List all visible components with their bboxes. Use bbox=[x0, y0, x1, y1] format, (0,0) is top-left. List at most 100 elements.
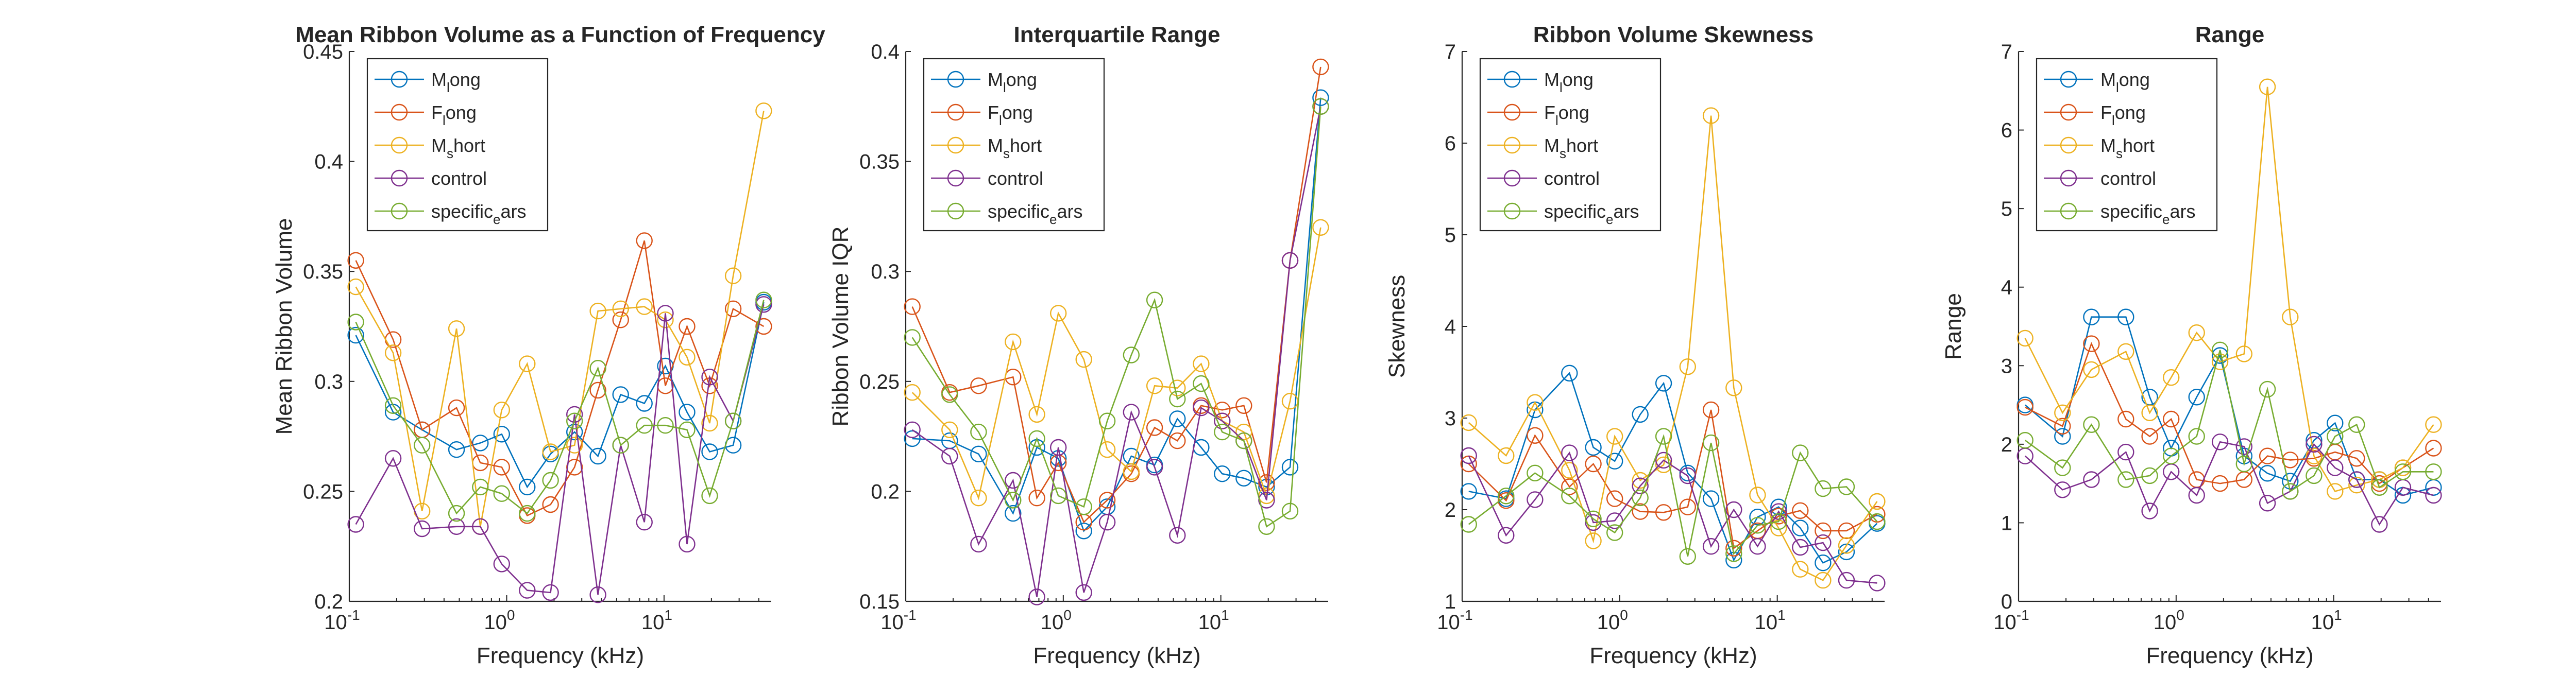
legend-entry-1: Mlong bbox=[988, 69, 1037, 95]
data-point bbox=[1169, 390, 1186, 408]
chart-panel-2: Interquartile Range 0.15 0.2 0.25 0.3 0.35 0.4… bbox=[828, 22, 1329, 668]
data-point bbox=[493, 459, 510, 476]
series-M_short bbox=[1460, 107, 1886, 589]
data-point bbox=[1193, 375, 1210, 392]
data-point bbox=[1792, 539, 1809, 556]
data-point bbox=[1561, 365, 1578, 382]
legend-text-base: specific bbox=[2100, 201, 2162, 222]
legend-marker bbox=[2060, 71, 2077, 88]
data-point bbox=[2282, 483, 2299, 500]
data-point bbox=[2259, 465, 2276, 482]
data-point bbox=[2016, 398, 2033, 416]
data-point bbox=[542, 496, 559, 513]
x-tick-exponent: 0 bbox=[1620, 607, 1628, 623]
y-tick-label: 0.3 bbox=[871, 261, 900, 283]
data-point bbox=[1258, 518, 1275, 535]
data-point bbox=[679, 535, 696, 553]
data-point bbox=[612, 311, 629, 328]
data-point bbox=[1725, 540, 1742, 557]
data-point bbox=[1702, 434, 1720, 452]
data-point bbox=[2054, 418, 2071, 435]
data-point bbox=[1561, 478, 1578, 495]
data-point bbox=[1679, 498, 1697, 515]
data-point bbox=[1146, 459, 1163, 476]
data-point bbox=[2394, 459, 2412, 476]
y-tick-label: 0.15 bbox=[859, 591, 900, 613]
x-axis-label: Frequency (kHz) bbox=[477, 643, 644, 668]
data-point bbox=[636, 395, 653, 412]
data-point bbox=[1258, 492, 1275, 509]
data-point bbox=[2259, 495, 2276, 512]
data-point bbox=[472, 518, 489, 535]
x-tick-label: 10-1 bbox=[324, 607, 360, 634]
data-point bbox=[2117, 410, 2134, 428]
x-axis-label: Frequency (kHz) bbox=[1033, 643, 1200, 668]
data-point bbox=[1702, 401, 1720, 419]
data-point bbox=[542, 443, 559, 460]
legend-marker bbox=[391, 71, 408, 88]
data-point bbox=[970, 445, 987, 462]
series-line bbox=[911, 227, 1321, 500]
data-point bbox=[542, 584, 559, 601]
legend-marker bbox=[2060, 103, 2077, 121]
data-point bbox=[1235, 397, 1252, 414]
data-point bbox=[2306, 467, 2323, 484]
data-point bbox=[970, 535, 987, 553]
data-point bbox=[1123, 346, 1140, 363]
legend-text-rest: ong bbox=[1006, 69, 1037, 90]
data-point bbox=[2054, 428, 2071, 445]
x-tick-base: 10 bbox=[1597, 611, 1620, 634]
data-point bbox=[1606, 453, 1623, 470]
data-point bbox=[1749, 538, 1766, 555]
data-point bbox=[2163, 369, 2180, 386]
legend-entry-4: control bbox=[2100, 168, 2156, 189]
data-point bbox=[2188, 428, 2205, 445]
data-point bbox=[1049, 487, 1067, 505]
data-point bbox=[493, 556, 510, 573]
y-tick-label: 7 bbox=[2001, 41, 2012, 63]
data-point bbox=[1098, 514, 1116, 531]
data-point bbox=[1838, 537, 1855, 554]
legend-text-rest: ars bbox=[1614, 201, 1639, 222]
data-point bbox=[1214, 402, 1231, 419]
legend-entry-5: specificears bbox=[988, 201, 1083, 227]
data-point bbox=[2211, 475, 2229, 492]
data-point bbox=[2054, 404, 2071, 421]
series-line bbox=[355, 240, 765, 517]
data-point bbox=[724, 412, 742, 429]
x-tick-exponent: 1 bbox=[664, 607, 672, 623]
legend-text-base: M bbox=[988, 69, 1003, 90]
data-point bbox=[1792, 519, 1809, 536]
legend-entry-3: Mshort bbox=[1544, 135, 1598, 161]
data-point bbox=[2235, 345, 2252, 362]
series-line bbox=[911, 106, 1321, 597]
data-point bbox=[1005, 492, 1022, 509]
data-point bbox=[1869, 513, 1886, 530]
legend-text-base: control bbox=[431, 168, 487, 189]
data-point bbox=[448, 399, 465, 417]
data-point bbox=[1702, 538, 1720, 555]
x-tick-base: 10 bbox=[2154, 611, 2177, 634]
legend-entry-2: Flong bbox=[1544, 102, 1589, 128]
data-point bbox=[566, 423, 583, 441]
x-tick-label: 100 bbox=[1041, 607, 1072, 634]
data-point bbox=[414, 520, 431, 538]
data-point bbox=[2259, 78, 2276, 95]
legend-text-base: M bbox=[1544, 135, 1560, 156]
data-point bbox=[1838, 543, 1855, 561]
data-point bbox=[448, 441, 465, 458]
legend-text-subscript: s bbox=[447, 146, 453, 161]
series-line bbox=[2025, 342, 2434, 484]
data-point bbox=[2141, 502, 2158, 519]
data-point bbox=[1312, 98, 1329, 115]
y-tick-label: 6 bbox=[2001, 119, 2012, 142]
data-point bbox=[1655, 504, 1672, 521]
legend-entry-3: Mshort bbox=[431, 135, 485, 161]
x-tick-exponent: 0 bbox=[1063, 607, 1072, 623]
series-specific_ears bbox=[904, 98, 1329, 535]
data-point bbox=[1146, 419, 1163, 436]
y-tick-label: 0.4 bbox=[314, 151, 343, 174]
legend-entry-5: specificears bbox=[431, 201, 527, 227]
